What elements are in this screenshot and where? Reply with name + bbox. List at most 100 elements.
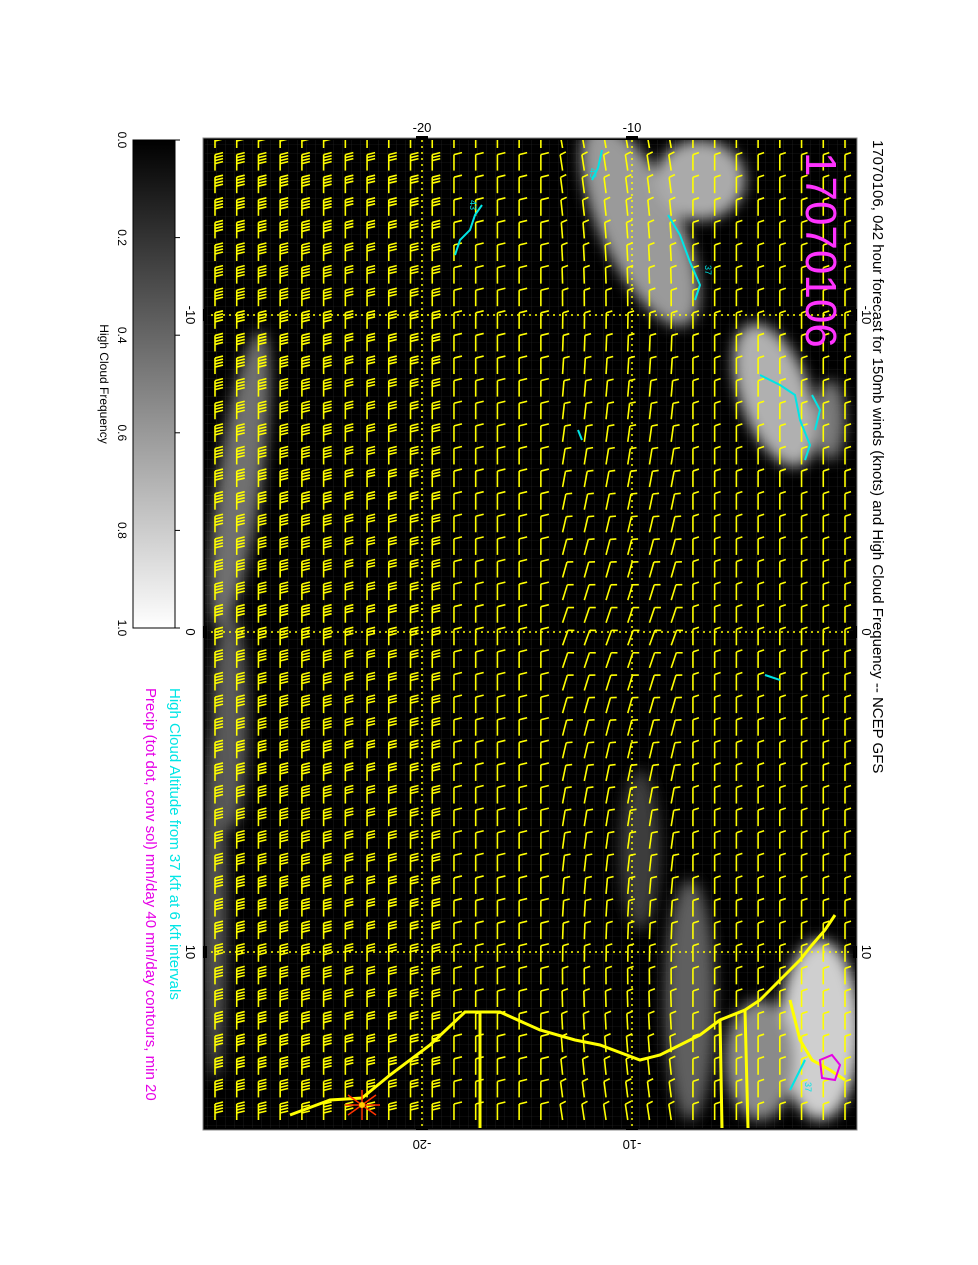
- wind-barb: [713, 445, 721, 465]
- wind-barb: [409, 490, 419, 510]
- wind-barb: [670, 965, 678, 985]
- wind-barb: [757, 897, 765, 917]
- wind-barb: [453, 716, 463, 736]
- wind-barb: [822, 943, 830, 962]
- colorbar-label: High Cloud Frequency: [97, 324, 111, 443]
- wind-barb: [518, 762, 528, 781]
- wind-barb: [431, 151, 441, 171]
- wind-barb: [518, 603, 528, 623]
- wind-barb: [387, 716, 397, 736]
- wind-barb: [431, 1056, 441, 1075]
- wind-barb: [301, 332, 311, 352]
- wind-barb: [496, 649, 506, 668]
- wind-barb: [257, 920, 267, 940]
- wind-barb: [235, 852, 245, 872]
- wind-barb: [647, 196, 654, 216]
- wind-barb: [822, 197, 830, 216]
- wind-barb: [235, 355, 245, 375]
- wind-barb: [214, 1101, 224, 1120]
- wind-barb: [583, 808, 594, 827]
- wind-barb: [518, 242, 528, 262]
- wind-barb: [431, 626, 441, 646]
- wind-barb: [431, 716, 441, 736]
- wind-barb: [561, 651, 575, 669]
- wind-barb: [344, 1010, 354, 1030]
- wind-barb: [603, 1033, 611, 1053]
- wind-barb: [670, 606, 683, 623]
- wind-barb: [301, 264, 311, 284]
- wind-barb: [561, 446, 572, 465]
- wind-barb: [692, 965, 700, 985]
- wind-barb: [235, 897, 245, 917]
- wind-barb: [670, 696, 682, 714]
- wind-barb: [648, 424, 658, 442]
- wind-barb: [844, 287, 852, 307]
- wind-barb: [648, 515, 660, 533]
- wind-barb: [301, 242, 311, 262]
- wind-barb: [624, 1078, 632, 1098]
- wind-barb: [474, 897, 484, 917]
- wind-barb: [344, 649, 354, 668]
- wind-barb: [235, 377, 245, 397]
- wind-barb: [453, 219, 463, 239]
- wind-barb: [670, 853, 680, 872]
- wind-barb: [453, 807, 463, 827]
- wind-barb: [583, 965, 591, 985]
- wind-barb: [561, 561, 574, 578]
- wind-barb: [322, 581, 332, 601]
- wind-barb: [322, 942, 332, 962]
- wind-barb: [518, 920, 528, 940]
- wind-barb: [735, 151, 743, 171]
- wind-barb: [366, 513, 376, 533]
- wind-barb: [453, 1056, 463, 1075]
- wind-barb: [779, 603, 787, 623]
- wind-barb: [279, 581, 289, 601]
- wind-barb: [409, 423, 419, 442]
- wind-barb: [713, 739, 721, 759]
- wind-barb: [301, 355, 311, 375]
- wind-barb: [560, 219, 568, 239]
- wind-barb: [713, 603, 721, 623]
- wind-barb: [453, 829, 463, 849]
- wind-barb: [757, 739, 765, 759]
- wind-barb: [387, 694, 397, 714]
- wind-barb: [366, 671, 376, 691]
- wind-barb: [605, 424, 615, 442]
- wind-barb: [757, 965, 765, 985]
- wind-barb: [626, 401, 636, 420]
- wind-barb: [605, 808, 615, 827]
- wind-barb: [409, 920, 419, 940]
- wind-barb: [757, 332, 765, 352]
- wind-barb: [366, 875, 376, 894]
- wind-barb: [322, 875, 332, 894]
- wind-barb: [235, 287, 245, 307]
- wind-barb: [822, 423, 830, 442]
- wind-barb: [844, 694, 852, 714]
- wind-barb: [648, 583, 661, 601]
- wind-barb: [235, 445, 245, 465]
- wind-barb: [431, 1010, 441, 1030]
- wind-barb: [279, 264, 289, 284]
- wind-barb: [800, 174, 808, 194]
- wind-barb: [648, 310, 657, 329]
- wind-barb: [670, 492, 681, 510]
- wind-barb: [366, 1010, 376, 1030]
- wind-barb: [561, 401, 571, 420]
- wind-barb: [235, 174, 245, 194]
- wind-barb: [757, 649, 765, 668]
- wind-barb: [453, 875, 463, 894]
- wind-barb: [235, 581, 245, 601]
- wind-barb: [735, 716, 743, 736]
- wind-barb: [344, 140, 347, 148]
- wind-barb: [279, 400, 289, 420]
- wind-barb: [257, 377, 267, 397]
- wind-barb: [431, 287, 441, 307]
- wind-barb: [561, 583, 574, 601]
- wind-barb: [844, 151, 852, 171]
- wind-barb: [409, 581, 419, 601]
- wind-barb: [387, 988, 397, 1007]
- wind-barb: [692, 1056, 700, 1075]
- wind-barb: [757, 377, 765, 397]
- wind-barb: [605, 287, 613, 307]
- wind-barb: [626, 424, 637, 442]
